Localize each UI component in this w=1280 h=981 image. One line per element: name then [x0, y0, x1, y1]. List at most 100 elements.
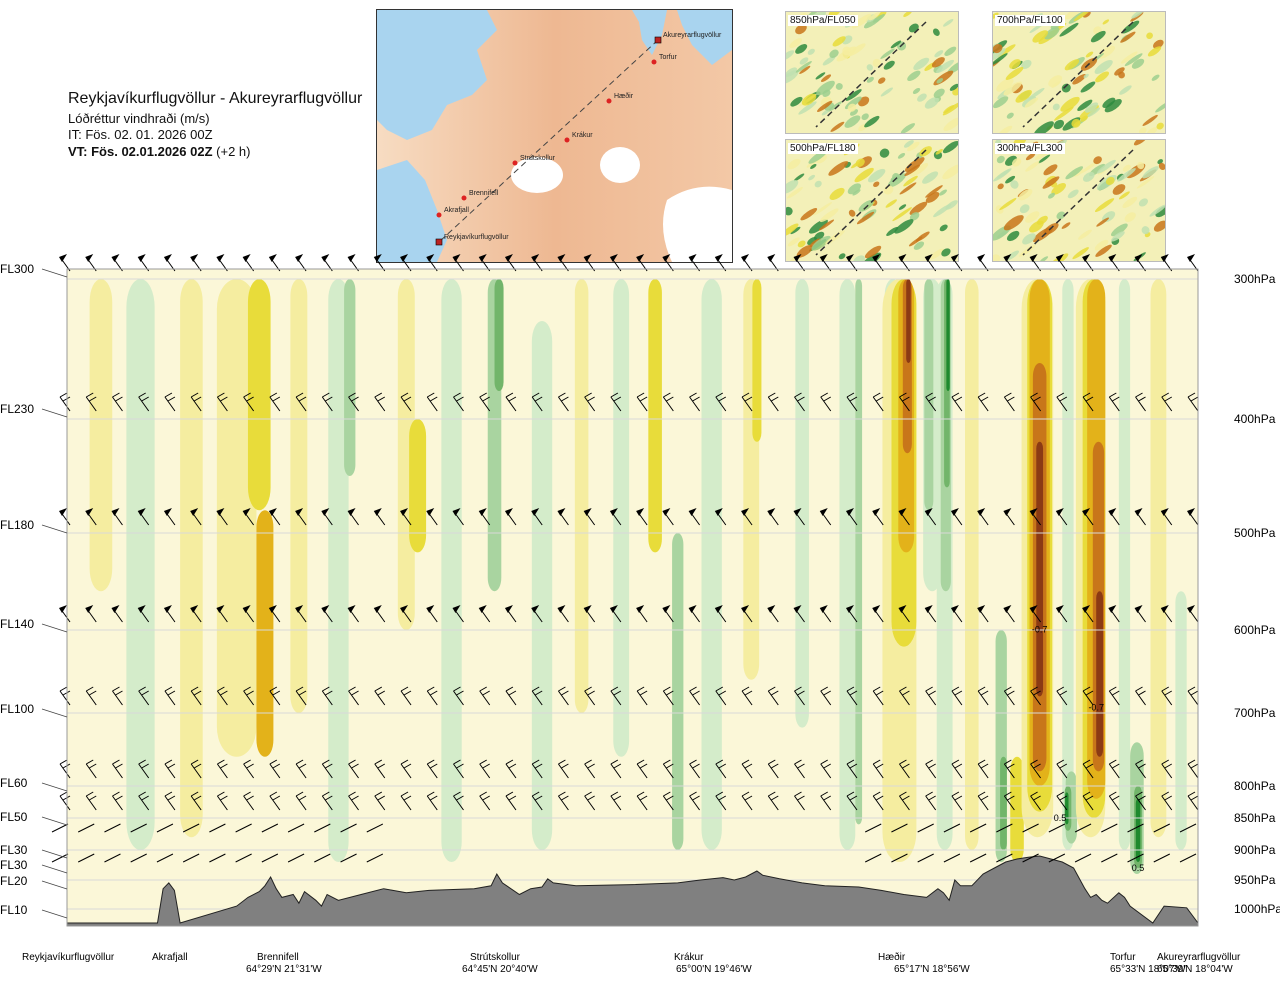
- wind-barb: [321, 605, 333, 623]
- wind-barb: [1022, 823, 1039, 833]
- thumb-blob: [883, 60, 895, 70]
- wind-barb: [1003, 392, 1015, 412]
- thumbnail-700hpa[interactable]: 700hPa/FL100: [992, 11, 1166, 134]
- heat-band-strong-down: [1036, 441, 1044, 697]
- map-airport-marker: [654, 36, 662, 44]
- wind-barb: [872, 605, 884, 623]
- thumb-blob: [1071, 118, 1081, 128]
- wind-barb: [662, 254, 674, 272]
- wind-barb: [1161, 759, 1173, 779]
- wind-barb: [348, 686, 359, 706]
- thumb-blob: [993, 12, 999, 20]
- thumb-blob: [1073, 12, 1091, 22]
- map-point-label: Krákur: [572, 132, 593, 139]
- pressure-tick-label: 700hPa: [1234, 706, 1276, 720]
- wind-barb: [951, 686, 963, 706]
- map-point-marker: [461, 195, 467, 201]
- thumb-blob: [1138, 198, 1148, 207]
- wind-barb: [951, 392, 963, 412]
- wind-barb: [636, 759, 648, 779]
- wind-barb: [112, 686, 123, 706]
- wind-barb: [374, 759, 386, 779]
- thumb-blob: [828, 12, 841, 18]
- thumb-blob: [993, 43, 1003, 54]
- wind-barb: [164, 759, 176, 779]
- wind-barb: [741, 254, 753, 272]
- wind-barb: [1022, 853, 1039, 863]
- thumb-blob: [936, 59, 954, 74]
- wind-barb: [1082, 392, 1094, 412]
- thumb-blob: [1009, 59, 1021, 69]
- thumb-blob: [909, 212, 920, 221]
- wind-barb: [1029, 508, 1042, 526]
- wind-barb: [898, 254, 910, 272]
- map-point-marker: [436, 212, 442, 218]
- wind-barb: [243, 392, 255, 412]
- map-point-label: Torfur: [659, 54, 678, 61]
- wind-barb: [295, 254, 307, 272]
- thumb-blob: [910, 163, 929, 177]
- thumb-blob: [872, 58, 881, 68]
- thumb-blob: [830, 121, 845, 132]
- wind-barb: [216, 605, 228, 623]
- wind-barb: [1030, 392, 1042, 412]
- thumb-blob: [1122, 196, 1138, 209]
- thumb-blob: [849, 109, 859, 116]
- thumb-blob: [1084, 102, 1099, 113]
- wind-barb: [1160, 605, 1173, 623]
- thumb-blob: [807, 12, 822, 18]
- fl-tick: [41, 880, 68, 890]
- thumb-blob: [903, 175, 918, 187]
- wind-barb: [85, 508, 97, 526]
- thumb-blob: [925, 185, 943, 198]
- pressure-tick-label: 1000hPa: [1234, 902, 1280, 916]
- wind-barb: [51, 853, 69, 863]
- thumbnail-850hpa[interactable]: 850hPa/FL050: [785, 11, 959, 134]
- wind-barb: [1179, 823, 1197, 833]
- fl-tick: [41, 708, 68, 718]
- thumb-bg: [993, 140, 1165, 261]
- wind-barb: [899, 686, 910, 706]
- wind-barb: [636, 686, 648, 706]
- wind-barb: [741, 686, 753, 706]
- thumb-blob: [1011, 158, 1022, 167]
- thumb-blob: [939, 224, 948, 232]
- wind-barb: [1187, 605, 1199, 623]
- thumb-blob: [866, 76, 874, 83]
- wind-barb: [85, 605, 97, 623]
- wind-barb: [689, 392, 700, 412]
- wind-barb: [314, 853, 331, 863]
- wind-barb: [609, 254, 622, 272]
- thumb-blob: [1093, 156, 1102, 165]
- thumb-blob: [1087, 107, 1101, 118]
- thumb-blob: [848, 43, 866, 57]
- wind-barb: [1003, 759, 1015, 779]
- wind-barb: [794, 686, 805, 706]
- wind-barb: [479, 392, 491, 412]
- wind-barb: [1003, 686, 1015, 706]
- wind-barb: [794, 791, 805, 811]
- station-name: Akureyrarflugvöllur: [1157, 952, 1241, 963]
- wind-barb: [426, 791, 438, 811]
- wind-barb: [846, 686, 858, 706]
- wind-barb: [190, 686, 202, 706]
- wind-barb: [924, 508, 937, 526]
- wind-barb: [950, 254, 963, 272]
- wind-barb: [1029, 605, 1042, 623]
- thumbnail-500hpa-image: [786, 140, 958, 261]
- wind-barb: [1127, 853, 1144, 863]
- pressure-tick-label: 400hPa: [1234, 412, 1276, 426]
- thumb-blob: [913, 241, 925, 250]
- wind-barb: [216, 392, 228, 412]
- wind-barb: [950, 605, 963, 623]
- thumb-blob: [1118, 191, 1130, 200]
- fl-tick-label: FL30: [0, 843, 28, 857]
- wind-barb: [1055, 254, 1068, 272]
- thumb-blob: [852, 189, 861, 196]
- thumb-blob: [1146, 32, 1153, 39]
- thumbnail-300hpa[interactable]: 300hPa/FL300: [992, 139, 1166, 262]
- wind-barb: [1003, 605, 1015, 623]
- thumbnail-500hpa[interactable]: 500hPa/FL180: [785, 139, 959, 262]
- thumb-blob: [1104, 99, 1122, 113]
- wind-barb: [1108, 791, 1120, 811]
